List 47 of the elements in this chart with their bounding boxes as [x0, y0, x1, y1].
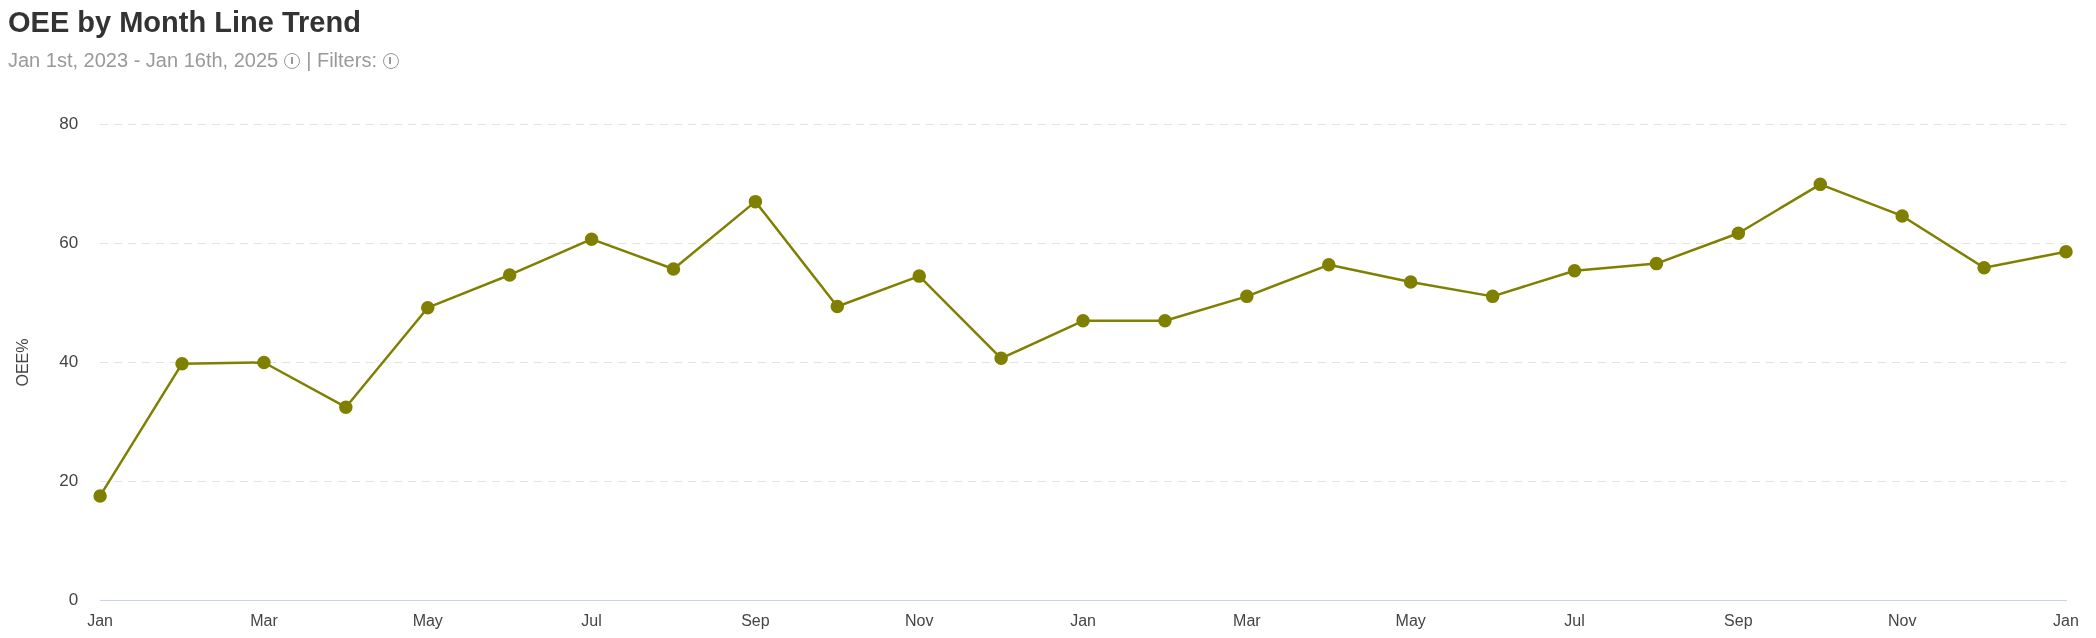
x-tick-label: Jan [1070, 611, 1096, 629]
x-tick-label: Jan [2053, 611, 2079, 629]
point [1485, 289, 1500, 304]
y-tick-label: 60 [59, 233, 79, 253]
x-tick-label: Mar [1233, 611, 1262, 629]
point [830, 299, 845, 314]
x-tick-label: Mar [250, 611, 279, 629]
point [421, 300, 435, 315]
chart-subtitle: Jan 1st, 2023 - Jan 16th, 2025 [8, 49, 279, 72]
y-tick-label: 40 [59, 352, 79, 372]
point [2059, 244, 2073, 259]
x-tick-label: Sep [741, 611, 770, 629]
point [339, 400, 353, 414]
point [994, 351, 1008, 366]
point [93, 489, 107, 503]
point [1731, 226, 1746, 240]
text: | Filters: [306, 49, 377, 72]
point [666, 262, 681, 276]
point [1895, 209, 1909, 223]
point [584, 232, 599, 246]
y-tick-label: 0 [68, 590, 79, 610]
point [257, 355, 271, 370]
x-tick-label: May [1395, 611, 1426, 629]
x-tick-label: May [412, 611, 443, 629]
point [1649, 256, 1664, 271]
point [175, 356, 189, 371]
y-axis-title: OEE% [14, 338, 32, 387]
point [748, 194, 763, 209]
point [1403, 275, 1418, 289]
point [912, 269, 926, 283]
point [502, 268, 517, 282]
point [1158, 314, 1172, 328]
point [1076, 314, 1090, 328]
y-tick-label: 80 [59, 113, 79, 133]
point [1977, 261, 1991, 275]
x-tick-label: Jan [87, 611, 114, 629]
point [1813, 177, 1828, 192]
x-tick-label: Jul [581, 611, 602, 629]
y-tick-label: 20 [59, 471, 79, 491]
point [1567, 264, 1582, 278]
x-tick-label: Nov [905, 611, 934, 629]
chart-title: OEE by Month Line Trend [8, 6, 362, 39]
x-tick-label: Jul [1564, 611, 1585, 629]
point [1240, 289, 1254, 304]
x-tick-label: Nov [1887, 611, 1917, 629]
x-tick-label: Sep [1724, 611, 1753, 629]
point [1322, 258, 1336, 272]
